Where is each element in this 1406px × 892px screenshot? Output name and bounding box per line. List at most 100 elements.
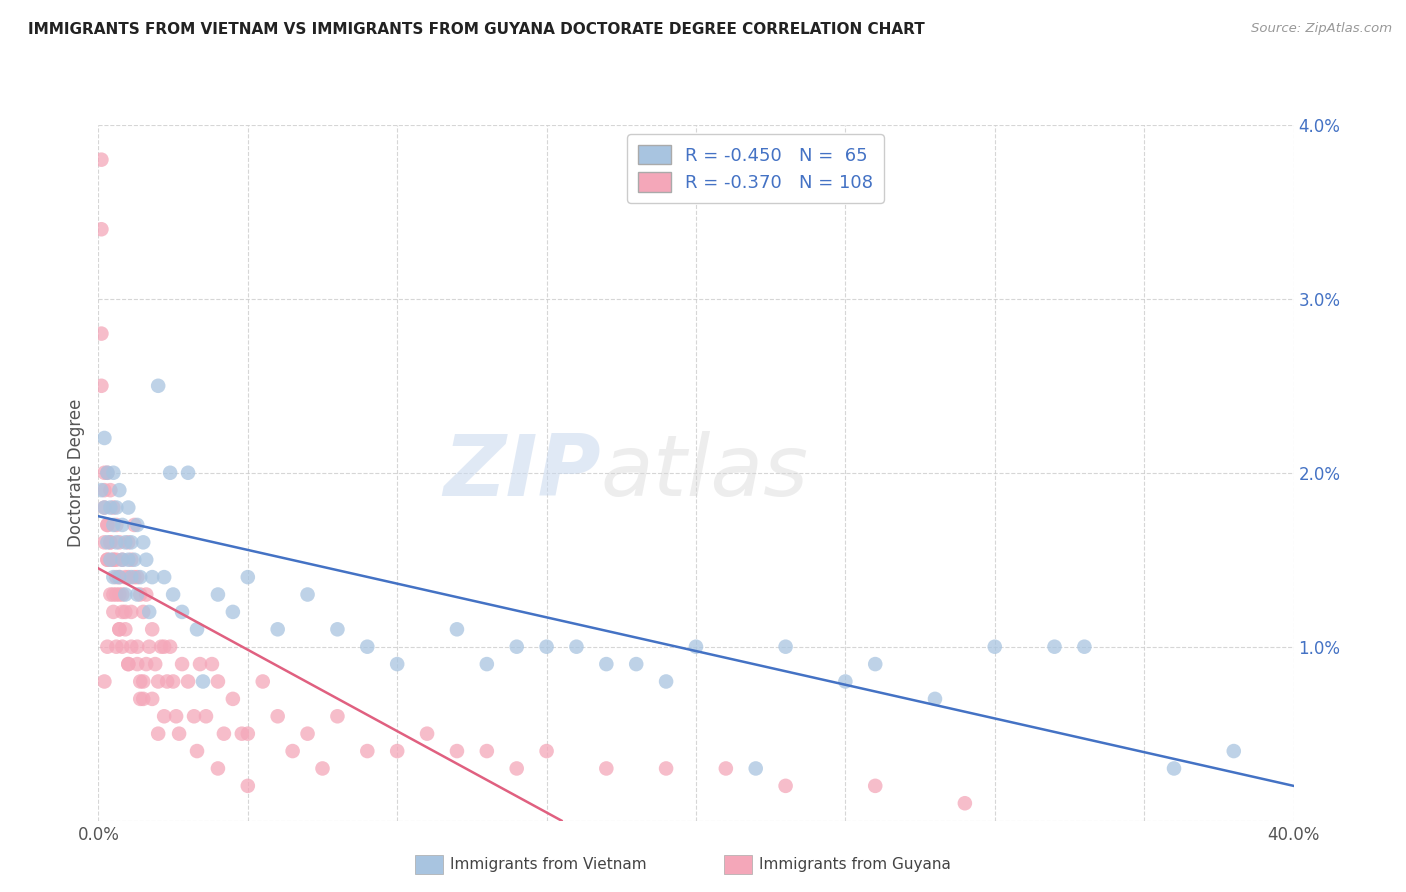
Point — [93, 535, 115, 549]
Point — [385, 657, 409, 671]
Point — [132, 605, 155, 619]
Point — [1073, 640, 1095, 654]
Point — [108, 623, 131, 637]
Point — [103, 552, 125, 567]
Point — [236, 779, 259, 793]
Point — [124, 552, 146, 567]
Point — [1223, 744, 1246, 758]
Point — [90, 222, 112, 236]
Point — [93, 483, 115, 498]
Point — [114, 570, 136, 584]
Point — [655, 761, 678, 775]
Point — [156, 674, 179, 689]
Point — [111, 552, 134, 567]
Point — [93, 466, 115, 480]
Point — [326, 623, 349, 637]
Point — [775, 779, 797, 793]
Point — [108, 623, 131, 637]
Point — [129, 588, 152, 602]
Point — [111, 640, 134, 654]
Point — [103, 605, 125, 619]
Point — [834, 674, 856, 689]
Point — [103, 466, 125, 480]
Point — [105, 640, 128, 654]
Point — [475, 657, 498, 671]
Point — [595, 761, 617, 775]
Point — [127, 588, 149, 602]
Point — [105, 500, 128, 515]
Point — [111, 588, 134, 602]
Point — [120, 605, 142, 619]
Point — [124, 570, 146, 584]
Point — [188, 657, 211, 671]
Point — [162, 588, 184, 602]
Point — [127, 517, 149, 532]
Point — [96, 535, 118, 549]
Point — [135, 588, 157, 602]
Point — [129, 692, 152, 706]
Point — [103, 517, 125, 532]
Point — [153, 709, 176, 723]
Point — [127, 640, 149, 654]
Point — [212, 726, 235, 740]
Point — [983, 640, 1005, 654]
Point — [953, 796, 976, 810]
Point — [281, 744, 304, 758]
Point — [105, 570, 128, 584]
Point — [191, 674, 214, 689]
Point — [117, 570, 139, 584]
Point — [135, 552, 157, 567]
Point — [506, 640, 529, 654]
Point — [98, 500, 122, 515]
Point — [177, 466, 200, 480]
Point — [356, 744, 378, 758]
Point — [141, 623, 163, 637]
Point — [153, 640, 176, 654]
Point — [236, 570, 259, 584]
Point — [565, 640, 588, 654]
Point — [93, 500, 115, 515]
Point — [129, 674, 152, 689]
Point — [162, 674, 184, 689]
Point — [865, 779, 887, 793]
Point — [96, 466, 118, 480]
Point — [117, 657, 139, 671]
Point — [141, 570, 163, 584]
Point — [127, 570, 149, 584]
Point — [207, 588, 229, 602]
Point — [111, 605, 134, 619]
Point — [1163, 761, 1185, 775]
Point — [117, 535, 139, 549]
Point — [236, 726, 259, 740]
Point — [93, 431, 115, 445]
Point — [135, 657, 157, 671]
Point — [120, 570, 142, 584]
Point — [536, 640, 558, 654]
Point — [105, 535, 128, 549]
Point — [222, 692, 245, 706]
Point — [745, 761, 768, 775]
Point — [120, 640, 142, 654]
Point — [108, 483, 131, 498]
Point — [186, 744, 208, 758]
Point — [201, 657, 224, 671]
Y-axis label: Doctorate Degree: Doctorate Degree — [66, 399, 84, 547]
Point — [98, 588, 122, 602]
Point — [165, 709, 187, 723]
Point — [624, 657, 647, 671]
Point — [114, 605, 136, 619]
Point — [90, 326, 112, 341]
Point — [127, 657, 149, 671]
Point — [655, 674, 678, 689]
Point — [714, 761, 737, 775]
Point — [120, 535, 142, 549]
Point — [108, 588, 131, 602]
Point — [153, 570, 176, 584]
Point — [685, 640, 707, 654]
Point — [138, 605, 160, 619]
Point — [150, 640, 173, 654]
Point — [172, 605, 194, 619]
Point — [132, 535, 155, 549]
Point — [297, 588, 319, 602]
Point — [865, 657, 887, 671]
